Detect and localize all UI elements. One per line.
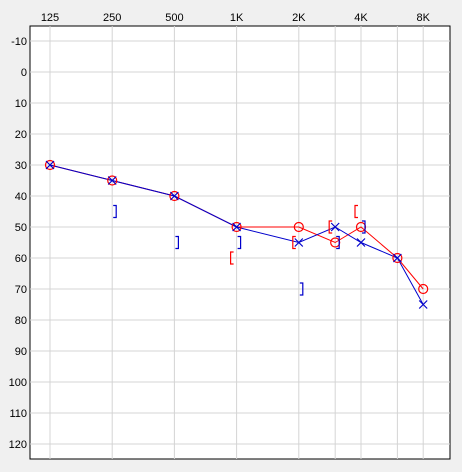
frequency-axis: 125 250 500 1K 2K 4K 8K (41, 12, 431, 24)
y-tick-label: 30 (15, 160, 27, 172)
x-tick-label: 1K (230, 12, 244, 24)
y-tick-label: -10 (11, 36, 27, 48)
y-tick-label: 60 (15, 253, 27, 265)
left-ear-bone-marker (113, 204, 117, 219)
left-ear-cross-marker (294, 238, 304, 247)
right-ear-bone-marker (328, 220, 333, 234)
threshold-markers (44, 159, 429, 309)
left-ear-cross-marker (45, 160, 55, 170)
y-tick-label: 10 (15, 98, 27, 110)
left-ear-bone-marker (336, 235, 340, 250)
y-tick-label: 40 (15, 191, 27, 203)
left-ear-cross-marker (356, 238, 366, 247)
right-ear-circle-marker (418, 283, 429, 295)
x-tick-label: 250 (103, 12, 121, 24)
left-ear-bone-marker (362, 220, 366, 234)
x-tick-label: 2K (292, 12, 306, 24)
hearing-level-axis: -10 0 10 20 30 40 50 60 70 80 90 100 110 120 (9, 36, 27, 451)
left-ear-cross-marker (392, 253, 402, 263)
left-ear-bone-marker (299, 282, 304, 296)
right-ear-circle-marker (392, 252, 403, 264)
left-ear-cross-marker (418, 300, 428, 309)
right-ear-circle-marker (107, 175, 118, 186)
y-tick-label: 120 (9, 439, 27, 451)
right-ear-circle-marker (169, 190, 180, 202)
y-tick-label: 90 (15, 346, 27, 358)
grid (30, 26, 450, 459)
y-tick-label: 100 (9, 377, 27, 389)
x-tick-label: 500 (165, 12, 183, 24)
left-ear-bone-marker (175, 235, 179, 250)
y-tick-label: 0 (21, 67, 27, 79)
left-ear-cross-marker (107, 176, 117, 185)
left-ear-bone-marker (237, 235, 242, 250)
right-ear-circle-marker (231, 221, 242, 233)
left-ear-cross-marker (169, 191, 179, 201)
x-tick-label: 4K (354, 12, 368, 24)
y-tick-label: 70 (15, 284, 27, 296)
left-ear-cross-marker (232, 222, 242, 232)
y-tick-label: 80 (15, 315, 27, 327)
right-ear-circle-marker (293, 221, 304, 233)
x-tick-label: 125 (41, 12, 59, 24)
left-ear-cross-marker (330, 222, 340, 232)
right-ear-bone-marker (292, 235, 296, 250)
y-tick-label: 20 (15, 129, 27, 141)
x-tick-label: 8K (416, 12, 430, 24)
right-ear-bone-marker (230, 251, 234, 265)
y-tick-label: 110 (9, 408, 27, 420)
right-ear-bone-marker (354, 204, 358, 219)
y-tick-label: 50 (15, 222, 27, 234)
right-ear-circle-marker (44, 159, 56, 171)
